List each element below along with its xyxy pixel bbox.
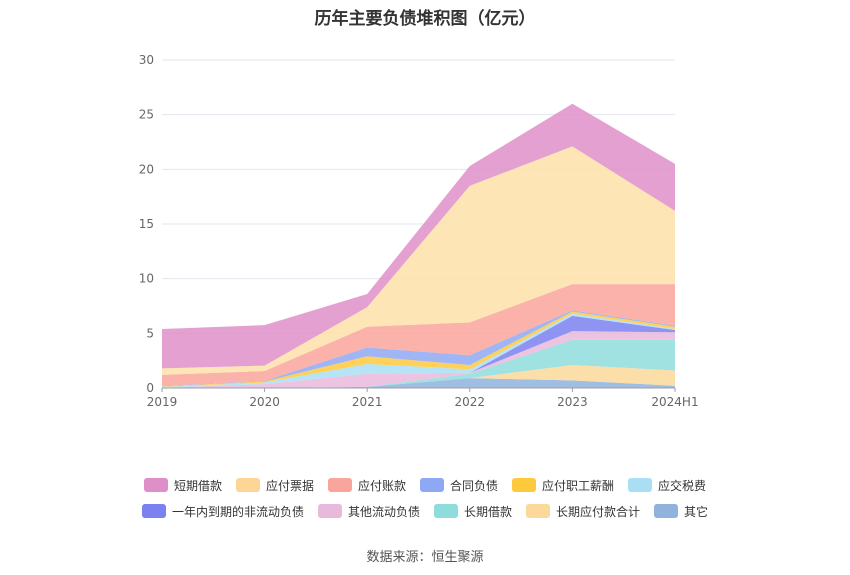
x-tick-label: 2021 — [352, 395, 383, 409]
legend-row-1: 短期借款 应付票据 应付账款 合同负债 应付职工薪酬 应交税费 — [0, 472, 850, 498]
area-series — [162, 284, 675, 386]
legend-item-other[interactable]: 其它 — [654, 503, 708, 520]
area-series — [162, 146, 675, 375]
legend-item-contract-liabilities[interactable]: 合同负债 — [420, 477, 498, 494]
y-tick-label: 5 — [146, 326, 154, 340]
y-tick-label: 0 — [146, 381, 154, 395]
chart-legend: 短期借款 应付票据 应付账款 合同负债 应付职工薪酬 应交税费 一年内到期的非流… — [0, 472, 850, 524]
chart-title: 历年主要负债堆积图（亿元） — [314, 9, 536, 29]
legend-swatch — [420, 478, 444, 492]
legend-label: 合同负债 — [450, 478, 499, 493]
legend-label: 其他流动负债 — [347, 504, 420, 519]
y-tick-label: 15 — [139, 217, 154, 231]
y-tick-label: 10 — [139, 272, 154, 286]
area-series — [162, 365, 675, 388]
legend-swatch — [628, 478, 653, 492]
area-series — [162, 315, 675, 388]
x-tick-label: 2019 — [147, 395, 178, 409]
area-series — [162, 378, 675, 388]
legend-item-payroll-payable[interactable]: 应付职工薪酬 — [512, 477, 614, 494]
legend-swatch — [526, 504, 550, 518]
area-series — [162, 103, 675, 369]
legend-item-long-term-payables[interactable]: 长期应付款合计 — [526, 503, 640, 520]
data-source: 数据来源：恒生聚源 — [366, 550, 484, 565]
x-tick-label: 2023 — [557, 395, 588, 409]
legend-swatch — [433, 504, 458, 518]
y-tick-label: 20 — [139, 162, 154, 176]
stacked-area-chart: 0 5 10 15 20 25 30 2019 2020 2021 2022 2023 2024H1 — [139, 53, 699, 409]
x-tick-label: 2024H1 — [651, 395, 698, 409]
legend-label: 应付票据 — [265, 478, 314, 493]
legend-row-2: 一年内到期的非流动负债 其他流动负债 长期借款 长期应付款合计 其它 — [0, 498, 850, 524]
area-series — [162, 313, 675, 388]
x-tick-label: 2022 — [455, 395, 486, 409]
legend-swatch — [141, 504, 166, 518]
legend-item-notes-payable[interactable]: 应付票据 — [235, 477, 314, 494]
legend-item-short-term-loans[interactable]: 短期借款 — [143, 477, 222, 494]
legend-swatch — [143, 478, 168, 492]
y-tick-label: 25 — [139, 108, 154, 122]
legend-label: 应交税费 — [658, 478, 707, 493]
legend-item-long-term-loans[interactable]: 长期借款 — [433, 503, 512, 520]
legend-item-current-portion-noncurrent[interactable]: 一年内到期的非流动负债 — [141, 503, 304, 520]
legend-swatch — [317, 504, 342, 518]
legend-item-accounts-payable[interactable]: 应付账款 — [327, 477, 406, 494]
legend-label: 应付账款 — [357, 478, 406, 493]
legend-label: 其它 — [684, 504, 709, 519]
legend-label: 短期借款 — [173, 478, 222, 493]
legend-label: 一年内到期的非流动负债 — [171, 504, 304, 519]
legend-item-taxes-payable[interactable]: 应交税费 — [628, 477, 706, 494]
area-series — [162, 339, 675, 388]
y-tick-label: 30 — [139, 53, 154, 67]
legend-label: 长期应付款合计 — [556, 504, 641, 519]
area-series — [162, 331, 675, 388]
legend-label: 应付职工薪酬 — [542, 478, 615, 493]
legend-swatch — [512, 478, 537, 492]
legend-item-other-current-liabilities[interactable]: 其他流动负债 — [317, 503, 420, 520]
x-tick-label: 2020 — [249, 395, 280, 409]
legend-swatch — [235, 478, 260, 492]
legend-label: 长期借款 — [463, 504, 512, 519]
legend-swatch — [654, 504, 679, 518]
legend-swatch — [327, 478, 352, 492]
